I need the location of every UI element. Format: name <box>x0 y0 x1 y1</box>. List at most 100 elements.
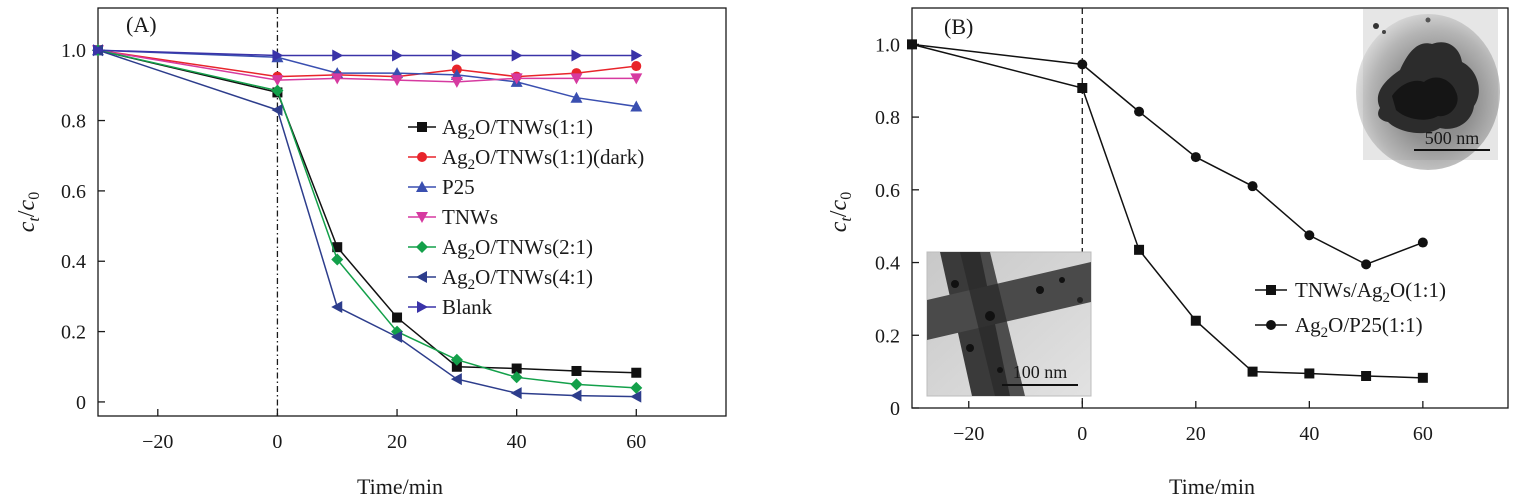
panela-data-point <box>511 49 523 62</box>
panela-data-point <box>332 242 343 253</box>
panelb-data-point <box>1134 244 1145 255</box>
panela-series-line <box>97 49 637 108</box>
panel-a-chart: 0 0.2 0.4 0.6 0.8 1.0 −20 0 20 40 60 (A) ct/c0 Ti… <box>14 7 727 499</box>
panela-series-5 <box>92 44 642 403</box>
panel-a-xlabel: Time/min <box>357 474 443 499</box>
panela-data-point <box>511 363 522 374</box>
panela-ytick-label: 0 <box>76 392 86 414</box>
panela-data-point <box>571 49 583 62</box>
legend-label: Ag2O/TNWs(1:1)(dark) <box>442 145 644 173</box>
panela-data-point <box>510 371 523 384</box>
panela-data-point <box>631 49 643 62</box>
legend-marker-swatch <box>1266 285 1276 295</box>
panel-a-ylabel: ct/c0 <box>14 192 43 232</box>
panela-data-point <box>271 75 284 87</box>
panel-a-legend-item: Ag2O/TNWs(1:1) <box>408 115 593 143</box>
panela-xtick-label: 0 <box>272 431 282 453</box>
panelb-ytick-label: 0.4 <box>875 253 900 275</box>
legend-marker-swatch <box>417 122 427 132</box>
panel-b-ylabel: ct/c0 <box>826 192 855 232</box>
panelb-data-point <box>1304 368 1315 379</box>
panel-b-legend-item: Ag2O/P25(1:1) <box>1255 313 1423 341</box>
panela-data-point <box>331 300 343 313</box>
scale-bar-100nm-label: 100 nm <box>1013 362 1068 382</box>
panela-series-line <box>97 49 637 83</box>
panelb-ytick-label: 0.8 <box>875 107 900 129</box>
panelb-data-point <box>1304 230 1315 241</box>
panelb-ytick-label: 0 <box>890 398 900 420</box>
panela-data-point <box>570 378 583 391</box>
panel-b-xlabel: Time/min <box>1169 474 1255 499</box>
panelb-xtick-label: 20 <box>1186 423 1206 445</box>
legend-marker-swatch <box>417 152 427 162</box>
panela-data-point <box>630 100 643 112</box>
panelb-data-point <box>1077 59 1088 70</box>
panela-data-point <box>331 73 344 85</box>
panela-series-line <box>97 49 637 78</box>
panela-data-point <box>271 84 284 97</box>
legend-label: Ag2O/TNWs(4:1) <box>442 265 593 293</box>
panela-data-point <box>392 49 404 62</box>
panela-data-point <box>450 373 462 386</box>
legend-label: Blank <box>442 295 493 319</box>
legend-marker-swatch <box>416 181 428 192</box>
panela-ytick-label: 0.2 <box>61 322 86 344</box>
panela-data-point <box>570 389 582 402</box>
panela-data-point <box>450 76 463 88</box>
panela-ytick-label: 0.6 <box>61 181 86 203</box>
panel-a-label: (A) <box>126 12 157 37</box>
panela-series-line <box>97 49 637 398</box>
panelb-series-line <box>911 43 1424 266</box>
panela-ytick-label: 0.4 <box>61 251 86 273</box>
panela-data-point <box>451 361 462 372</box>
scale-bar-500nm-label: 500 nm <box>1425 128 1480 148</box>
panela-xtick-label: 20 <box>387 431 407 453</box>
panelb-data-point <box>1134 106 1145 117</box>
panel-a-legend-item: P25 <box>408 175 475 199</box>
panelb-data-point <box>907 39 917 50</box>
panela-series-line <box>97 49 637 389</box>
panelb-xtick-label: 40 <box>1299 423 1319 445</box>
panela-data-point <box>271 104 283 116</box>
legend-label: TNWs/Ag2O(1:1) <box>1295 278 1446 306</box>
panel-a-legend-item: TNWs <box>408 205 498 229</box>
panelb-data-point <box>1361 259 1372 270</box>
panel-a-plot-frame <box>97 7 727 417</box>
panela-data-point <box>331 253 344 266</box>
panelb-data-point <box>1247 366 1258 377</box>
panela-data-point <box>630 381 643 394</box>
legend-label: P25 <box>442 175 475 199</box>
panela-xtick-label: 60 <box>626 431 646 453</box>
panela-series-6 <box>93 44 643 62</box>
panela-series-line <box>97 49 637 57</box>
panel-b-chart: 0 0.2 0.4 0.6 0.8 1.0 −20 0 20 40 60 500 nm <box>826 7 1509 499</box>
panela-data-point <box>570 91 583 103</box>
panela-data-point <box>630 390 642 403</box>
panela-data-point <box>570 73 583 85</box>
panela-data-point <box>392 312 403 323</box>
legend-label: Ag2O/P25(1:1) <box>1295 313 1423 341</box>
panelb-ytick-label: 1.0 <box>875 34 900 56</box>
panel-b-legend-item: TNWs/Ag2O(1:1) <box>1255 278 1446 306</box>
legend-marker-swatch <box>1266 320 1276 330</box>
panela-data-point <box>332 49 344 62</box>
panel-b-legend: TNWs/Ag2O(1:1) Ag2O/P25(1:1) <box>1255 278 1446 341</box>
panela-data-point <box>510 387 522 400</box>
panel-a-legend-item: Ag2O/TNWs(4:1) <box>408 265 593 293</box>
legend-marker-swatch <box>417 301 428 313</box>
panelb-series-1 <box>907 39 1428 270</box>
panelb-xtick-label: 60 <box>1413 423 1433 445</box>
panela-data-point <box>391 75 404 87</box>
panelb-data-point <box>1247 181 1258 192</box>
panelb-data-point <box>1190 315 1201 326</box>
panel-b-label: (B) <box>944 14 973 39</box>
panela-data-point <box>391 330 403 343</box>
panela-data-point <box>631 61 642 72</box>
panelb-data-point <box>1417 372 1428 383</box>
panela-data-point <box>93 44 104 57</box>
panelb-data-point <box>1361 371 1372 381</box>
legend-marker-swatch <box>416 241 428 253</box>
legend-marker-swatch <box>416 212 428 223</box>
panelb-series-line <box>911 43 1423 379</box>
